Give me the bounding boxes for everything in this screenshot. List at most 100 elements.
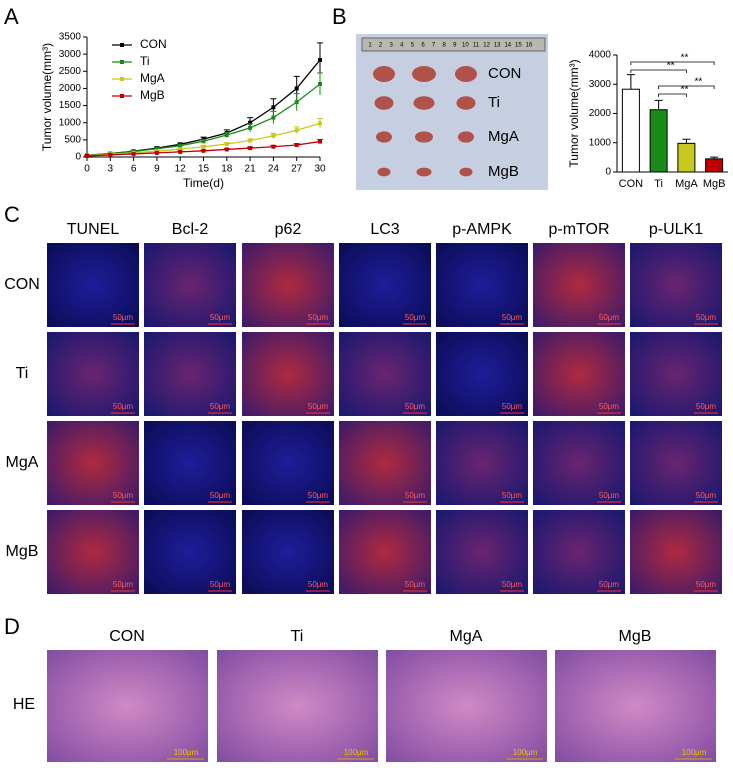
- point: [318, 57, 322, 62]
- significance-label: **: [681, 85, 689, 96]
- y-tick-label: 0: [605, 167, 611, 178]
- point: [248, 125, 253, 130]
- scale-bar-label: 50μm: [308, 491, 329, 500]
- micrograph: [630, 421, 722, 505]
- point: [108, 152, 113, 157]
- micrograph: [555, 650, 716, 762]
- significance-bracket: [630, 69, 687, 73]
- y-tick-label: 2000: [589, 108, 612, 119]
- error-bar: [654, 99, 663, 110]
- tumor: [456, 96, 476, 110]
- column-header: LC3: [370, 221, 399, 238]
- scale-bar-label: 50μm: [308, 313, 329, 322]
- y-tick-label: 500: [64, 134, 81, 145]
- bar: [649, 109, 668, 173]
- column-header: p62: [275, 221, 302, 238]
- photo-label: Ti: [488, 94, 500, 111]
- x-tick-label: Ti: [654, 178, 663, 190]
- point: [318, 121, 322, 126]
- tumor: [459, 167, 473, 177]
- y-tick-label: 3000: [59, 49, 82, 60]
- y-tick-label: 2500: [59, 66, 82, 77]
- point: [248, 146, 253, 151]
- x-tick-label: CON: [619, 178, 644, 190]
- ruler-number: 15: [515, 43, 522, 49]
- x-tick-label: 6: [131, 164, 137, 175]
- ruler: [361, 37, 546, 52]
- scale-bar-label: 50μm: [210, 402, 231, 411]
- legend-label: CON: [140, 37, 167, 51]
- row-label: MgA: [6, 454, 39, 471]
- x-tick-label: 12: [175, 164, 187, 175]
- column-header: Ti: [291, 628, 304, 645]
- point: [131, 151, 136, 156]
- scale-bar-label: 50μm: [405, 402, 426, 411]
- scale-bar-label: 50μm: [210, 580, 231, 589]
- micrograph: [339, 510, 431, 594]
- scale-bar-label: 50μm: [599, 580, 620, 589]
- point: [294, 100, 299, 105]
- micrograph: [436, 421, 528, 505]
- x-tick-label: 3: [108, 164, 114, 175]
- micrograph: [436, 510, 528, 594]
- significance-bracket: [658, 85, 715, 89]
- ruler-number: 5: [411, 43, 415, 49]
- scale-bar-label: 100μm: [344, 748, 369, 757]
- scale-bar-label: 50μm: [308, 402, 329, 411]
- scale-bar-label: 50μm: [210, 491, 231, 500]
- panel-label: B: [332, 4, 347, 29]
- y-tick-label: 4000: [589, 50, 612, 61]
- column-header: p-AMPK: [452, 221, 512, 238]
- ruler-number: 7: [432, 43, 436, 49]
- ruler-number: 9: [453, 43, 457, 49]
- micrograph: [47, 421, 139, 505]
- scale-bar-label: 50μm: [502, 402, 523, 411]
- column-header: MgA: [450, 628, 483, 645]
- micrograph: [242, 332, 334, 416]
- micrograph: [144, 421, 236, 505]
- micrograph: [242, 510, 334, 594]
- point: [178, 149, 183, 154]
- micrograph: [47, 332, 139, 416]
- micrograph: [533, 332, 625, 416]
- significance-label: **: [694, 77, 702, 88]
- scale-bar-label: 50μm: [502, 491, 523, 500]
- x-tick-label: MgA: [675, 178, 698, 190]
- micrograph: [242, 243, 334, 327]
- point: [318, 139, 322, 144]
- series-line: [86, 140, 321, 157]
- y-tick-label: 2000: [59, 83, 82, 94]
- ruler-number: 10: [462, 43, 469, 49]
- ruler-number: 16: [526, 43, 533, 49]
- scale-bar-label: 50μm: [599, 402, 620, 411]
- point: [248, 138, 253, 143]
- point: [224, 147, 229, 152]
- x-tick-label: 9: [154, 164, 160, 175]
- scale-bar-label: 50μm: [210, 313, 231, 322]
- significance-label: **: [681, 53, 689, 64]
- legend-marker: [120, 43, 124, 47]
- ruler-number: 1: [368, 43, 372, 49]
- y-tick-label: 3500: [59, 32, 82, 43]
- scale-bar-label: 50μm: [599, 491, 620, 500]
- micrograph: [47, 650, 208, 762]
- x-tick-label: 21: [245, 164, 257, 175]
- point: [201, 139, 206, 144]
- scale-bar-label: 100μm: [513, 748, 538, 757]
- scale-bar-label: 100μm: [174, 748, 199, 757]
- micrograph: [533, 510, 625, 594]
- micrograph: [533, 243, 625, 327]
- legend-label: MgB: [140, 88, 165, 102]
- point: [178, 143, 183, 148]
- significance-bracket: [658, 93, 687, 97]
- tumor: [412, 66, 436, 82]
- tumor: [374, 96, 394, 110]
- legend-marker: [120, 94, 124, 98]
- micrograph: [436, 332, 528, 416]
- legend-marker: [120, 77, 124, 81]
- point: [224, 141, 229, 146]
- ruler-number: 14: [504, 43, 511, 49]
- tumor: [413, 96, 435, 110]
- point: [294, 86, 299, 91]
